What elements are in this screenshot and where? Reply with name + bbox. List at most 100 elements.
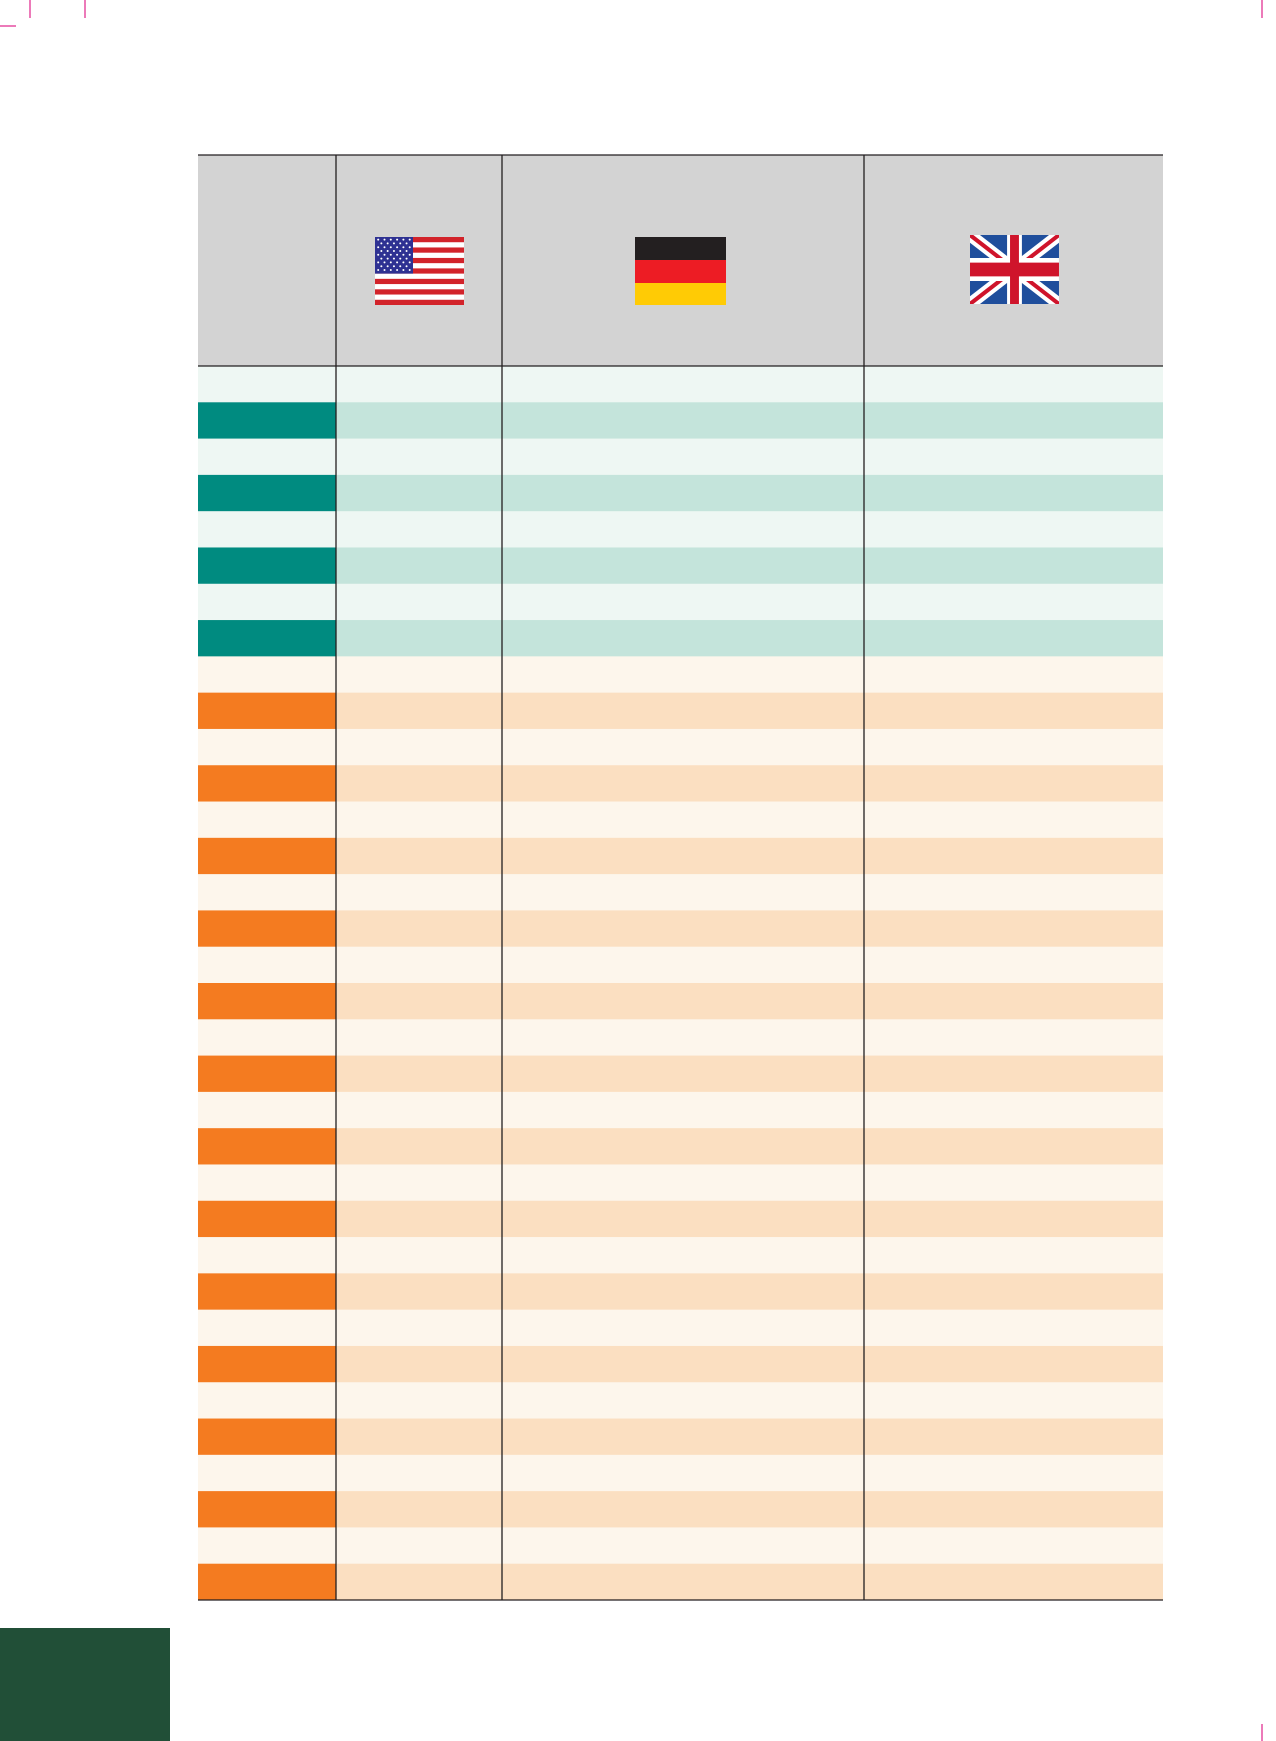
flag-star [389,238,392,241]
row-label-cell [198,656,336,694]
flag-star [386,257,389,260]
flag-star [377,253,380,256]
flag-stripe [375,268,464,274]
row-cells [336,1200,1163,1238]
row-label-cell [198,1309,336,1347]
row-label-cell [198,946,336,984]
flag-star [377,269,380,271]
row-label-cell [198,1019,336,1057]
flag-star [392,265,395,268]
flag-star [405,257,408,260]
row-cells [336,1091,1163,1129]
row-cells [336,910,1163,948]
row-cells [336,1527,1163,1565]
flag-de [635,237,726,305]
flag-star [389,253,392,256]
flag-star [408,246,411,249]
flag-star [380,257,383,260]
flag-star [392,250,395,252]
flag-star [405,250,408,252]
row-cells [336,983,1163,1020]
flag-star [402,246,405,249]
row-label-cell [198,1454,336,1492]
row-label-cell [198,583,336,621]
flag-star [405,242,408,245]
row-cells [336,874,1163,911]
flag-stripe [375,278,464,285]
row-label-cell [198,728,336,766]
row-label-cell [198,1200,336,1238]
flag-star [396,253,399,256]
flag-stripe [375,237,464,243]
flag-star [377,238,380,241]
flag-star [377,246,380,249]
row-label-cell [198,1345,336,1383]
flag-star [402,269,405,271]
row-label-cell [198,1418,336,1456]
row-cells [336,438,1163,476]
flag-star [396,246,399,249]
row-cells [336,1309,1163,1347]
row-cells [336,1055,1163,1093]
row-cells [336,837,1163,875]
flag-star [408,261,411,264]
row-label-cell [198,983,336,1020]
flag-star [405,265,408,268]
row-label-cell [198,620,336,657]
row-cells [336,1164,1163,1202]
flag-star [396,269,399,271]
row-cells [336,1128,1163,1165]
row-cells [336,1345,1163,1383]
row-cells [336,1454,1163,1492]
row-label-cell [198,547,336,585]
row-cells [336,547,1163,585]
flag-us [375,237,464,305]
row-cells [336,366,1163,403]
row-label-cell [198,511,336,548]
flag-star [396,261,399,264]
flag-star [383,269,386,271]
row-label-cell [198,474,336,512]
row-label-cell [198,1128,336,1165]
flag-star [389,246,392,249]
row-cells [336,801,1163,839]
flag-star [399,250,402,252]
row-cells [336,692,1163,730]
row-cells [336,1382,1163,1420]
flag-stripe [375,289,464,295]
row-cells [336,765,1163,803]
row-label-cell [198,1091,336,1129]
flag-star [383,246,386,249]
flag-star [386,242,389,245]
row-cells [336,620,1163,657]
flag-star [408,238,411,241]
flag-star [396,238,399,241]
row-cells [336,1563,1163,1601]
table-rules [198,154,1163,1601]
row-cells [336,656,1163,694]
row-label-cell [198,1563,336,1601]
row-label-cell [198,1382,336,1420]
corner-block [0,1628,170,1741]
flag-star [380,265,383,268]
flag-star [402,261,405,264]
row-cells [336,1237,1163,1274]
flag-star [408,253,411,256]
flag-star [399,265,402,268]
flag-stripe [375,299,464,305]
row-label-cell [198,1164,336,1202]
flag-star [377,261,380,264]
flag-star [402,253,405,256]
row-label-cell [198,1527,336,1565]
row-cells [336,402,1163,440]
row-label-cell [198,910,336,948]
flag-stripe [375,247,464,253]
row-cells [336,583,1163,621]
row-cells [336,1418,1163,1456]
flag-star [389,269,392,271]
row-label-cell [198,692,336,730]
flag-star [399,257,402,260]
row-cells [336,1019,1163,1057]
